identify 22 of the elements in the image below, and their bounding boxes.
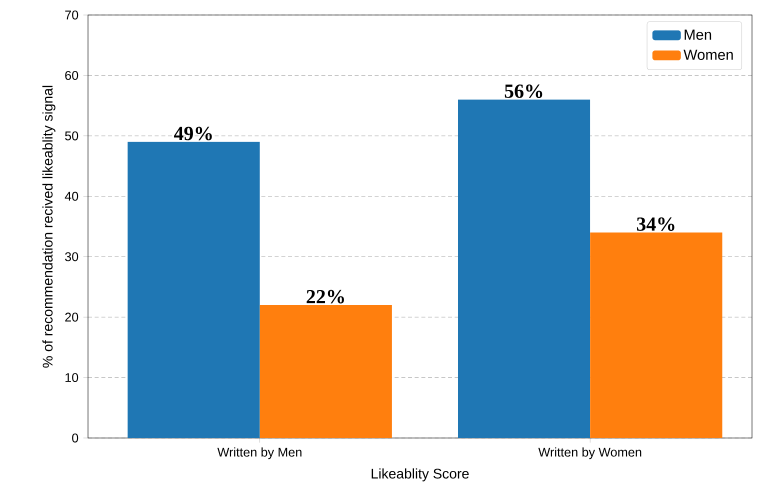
data-label: 49% bbox=[174, 126, 212, 140]
y-axis-title: % of recommendation recived likeablity signal bbox=[42, 86, 56, 368]
data-label: 34% bbox=[636, 217, 674, 231]
y-tick-label: 70 bbox=[65, 10, 78, 20]
y-tick-label: 40 bbox=[64, 192, 78, 201]
data-label: 56% bbox=[504, 84, 542, 98]
bar bbox=[128, 142, 260, 438]
y-tick-label: 0 bbox=[72, 434, 78, 442]
y-tick-label: 60 bbox=[65, 70, 78, 80]
y-tick-label: 50 bbox=[65, 131, 78, 140]
y-tick-label: 20 bbox=[65, 312, 78, 322]
bar bbox=[590, 232, 722, 438]
bar bbox=[260, 305, 392, 438]
y-tick-label: 10 bbox=[66, 373, 78, 382]
x-tick-label: Written by Men bbox=[217, 447, 302, 460]
bar bbox=[458, 100, 590, 438]
data-label: 22% bbox=[306, 290, 344, 304]
legend-label: Women bbox=[684, 50, 733, 60]
legend-label: Men bbox=[684, 30, 712, 40]
x-axis-title: Likeablity Score bbox=[372, 468, 469, 482]
y-tick-label: 30 bbox=[65, 252, 78, 262]
x-tick-label: Written by Women bbox=[538, 447, 642, 460]
